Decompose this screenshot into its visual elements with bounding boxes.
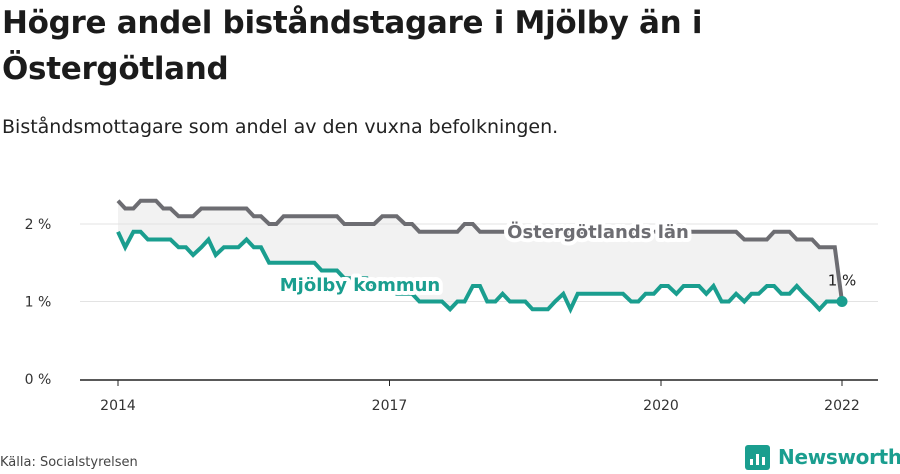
line-ostergotland xyxy=(116,198,844,302)
difference-band xyxy=(118,200,842,310)
chart-title: Högre andel biståndstagare i Mjölby än i… xyxy=(2,5,703,87)
brand-name: Newsworthy xyxy=(778,445,900,469)
series-label-mjolby: Mjölby kommun xyxy=(280,275,441,296)
bar-chart-icon xyxy=(745,444,770,470)
y-tick-label: 1 % xyxy=(25,295,52,311)
x-tick-label: 2014 xyxy=(100,398,136,414)
series-label-ostergotland: Östergötlands län xyxy=(507,221,689,243)
x-tick-label: 2017 xyxy=(372,398,408,414)
y-tick-label: 0 % xyxy=(25,372,52,388)
newsworthy-logo: Newsworthy xyxy=(745,443,900,471)
x-tick-label: 2020 xyxy=(643,398,679,414)
y-tick-label: 2 % xyxy=(25,217,52,233)
series-label-mjolby-halo: Mjölby kommun xyxy=(280,275,441,296)
end-value-label: 1 % xyxy=(828,272,857,290)
x-tick-label: 2022 xyxy=(824,398,860,414)
chart-subtitle: Biståndsmottagare som andel av den vuxna… xyxy=(2,116,559,138)
series-label-ostergotland-halo: Östergötlands län xyxy=(507,221,689,243)
end-point-marker xyxy=(836,296,848,307)
source-note: Källa: Socialstyrelsen xyxy=(0,455,138,470)
line-mjolby xyxy=(116,229,842,315)
